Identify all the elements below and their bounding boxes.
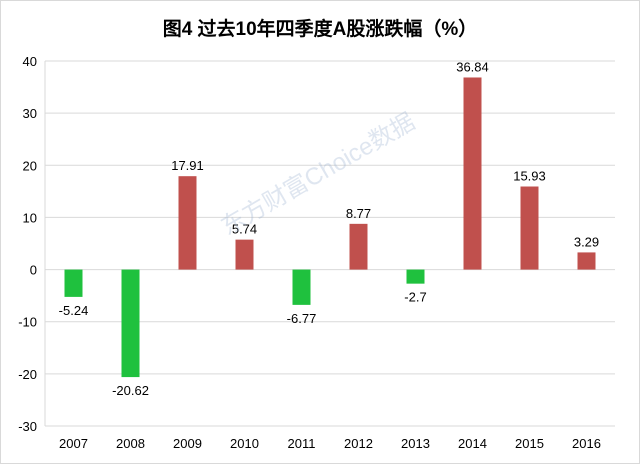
y-tick-labels: -30 -20 -10 0 10 20 30 40	[18, 54, 37, 434]
y-tick-label: 0	[30, 263, 37, 278]
bar	[349, 223, 368, 270]
bar	[64, 269, 83, 297]
bar	[406, 269, 425, 284]
y-tick-label: 10	[23, 210, 37, 225]
y-tick-label: -10	[18, 315, 37, 330]
x-tick-label: 2016	[572, 436, 601, 451]
bar	[463, 77, 482, 270]
data-label: 15.93	[513, 169, 546, 184]
data-label: 3.29	[574, 234, 599, 249]
bar	[292, 269, 311, 305]
data-label: 5.74	[232, 222, 257, 237]
bar	[121, 269, 140, 378]
gridlines	[44, 60, 615, 427]
data-label: -2.7	[404, 290, 426, 305]
watermark-text: 东方财富Choice数据	[217, 108, 420, 241]
chart-title: 图4 过去10年四季度A股涨跌幅（%）	[163, 17, 478, 40]
x-tick-label: 2015	[515, 436, 544, 451]
x-tick-label: 2013	[401, 436, 430, 451]
x-tick-label: 2009	[173, 436, 202, 451]
data-label: 36.84	[456, 59, 489, 74]
x-tick-label: 2008	[116, 436, 145, 451]
y-tick-label: 20	[23, 158, 37, 173]
x-tick-label: 2014	[458, 436, 487, 451]
x-tick-label: 2010	[230, 436, 259, 451]
bar	[235, 239, 254, 270]
data-label: -20.62	[112, 383, 149, 398]
data-label: 17.91	[171, 158, 204, 173]
x-tick-labels: 2007 2008 2009 2010 2011 2012 2013 2014 2015 2016	[59, 436, 601, 451]
y-tick-label: 30	[23, 106, 37, 121]
x-tick-label: 2012	[344, 436, 373, 451]
y-tick-label: 40	[23, 54, 37, 69]
data-label: 8.77	[346, 206, 371, 221]
y-tick-label: -30	[18, 419, 37, 434]
data-label: -5.24	[59, 303, 89, 318]
x-tick-label: 2011	[288, 436, 316, 451]
data-label: -6.77	[287, 311, 317, 326]
bar	[520, 186, 539, 270]
bar	[577, 252, 596, 270]
bar	[178, 176, 197, 270]
data-labels: -5.24 -20.62 17.91 5.74 -6.77 8.77 -2.7 36.84 15…	[59, 59, 599, 398]
bars	[64, 77, 596, 378]
x-tick-label: 2007	[59, 436, 88, 451]
y-tick-label: -20	[18, 367, 37, 382]
